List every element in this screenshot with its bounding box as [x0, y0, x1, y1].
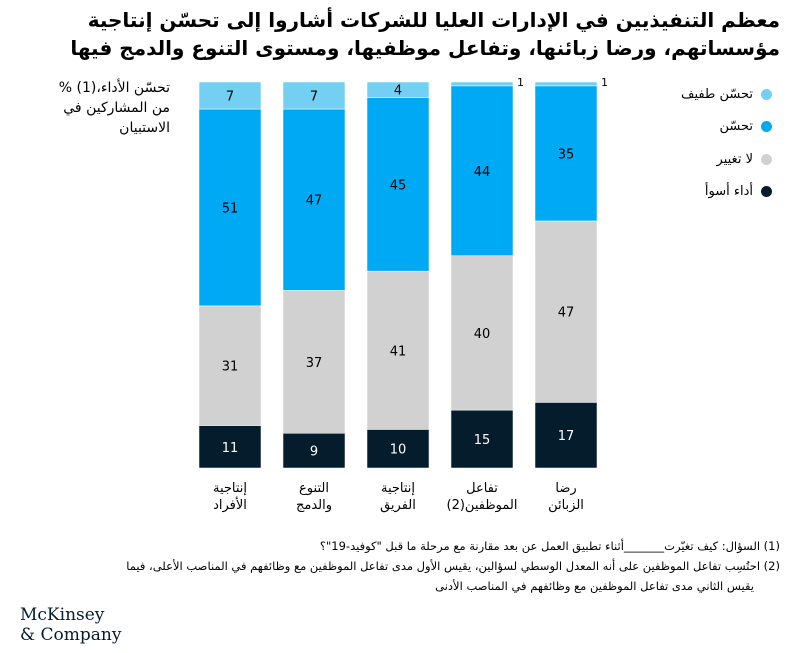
legend-item: تحسّن [681, 111, 772, 144]
bar-segment [366, 429, 430, 469]
data-label: 15 [474, 433, 491, 448]
x-tick-label: الزبائن [548, 498, 584, 513]
data-label: 4 [394, 84, 402, 99]
bar-segment [198, 81, 262, 110]
footnotes: (1) السؤال: كيف تغيّرت_______أثناء تطبيق… [10, 536, 780, 596]
footnote-2: (2) احتُسِب تفاعل الموظفين على أنه المعد… [126, 559, 780, 573]
data-label: 44 [474, 165, 491, 180]
x-tick-label: الموظفين(2) [447, 498, 518, 513]
data-label: 17 [558, 429, 575, 444]
bar-segment [534, 85, 598, 222]
footnote-1: (1) السؤال: كيف تغيّرت_______أثناء تطبيق… [319, 539, 780, 553]
legend-item: لا تغيير [681, 143, 772, 176]
x-tick-label: إنتاجية [381, 481, 415, 496]
data-label: 51 [222, 201, 239, 216]
data-label: 1 [601, 76, 608, 89]
stacked-bar-chart: 1131517إنتاجيةالأفراد937477التنوعوالدمج1… [198, 76, 608, 513]
legend-label: أداء أسوأ [704, 184, 753, 200]
data-label: 47 [306, 194, 323, 209]
x-tick-label: إنتاجية [213, 481, 247, 496]
y-axis-label: تحسّن الأداء،(1) % من المشاركين في الاست… [20, 78, 170, 138]
logo-line: McKinsey [20, 605, 105, 625]
chart-title: معظم التنفيذيين في الإدارات العليا للشرك… [70, 8, 780, 60]
footnote-2-cont: يقيس الثاني مدى تفاعل الموظفين مع وظائفه… [435, 579, 754, 593]
x-tick-label: الفريق [380, 498, 416, 513]
x-tick-label: الأفراد [213, 496, 247, 513]
legend: تحسّن طفيف تحسّن لا تغيير أداء أسوأ [681, 78, 772, 208]
data-label: 45 [390, 178, 407, 193]
x-tick-label: التنوع [299, 481, 329, 496]
legend-label: تحسّن [719, 119, 753, 135]
data-label: 31 [222, 360, 239, 375]
data-label: 7 [310, 90, 318, 105]
data-label: 35 [558, 147, 575, 162]
bar-segment [366, 97, 430, 272]
legend-swatch [761, 121, 772, 133]
bar-segment [366, 81, 430, 98]
y-label-line: من المشاركين في [63, 100, 170, 116]
bar-segment [534, 402, 598, 469]
bar-segment [282, 290, 346, 434]
data-label: 9 [310, 445, 318, 460]
bar-segment [450, 81, 514, 87]
logo-line: & Company [20, 625, 122, 645]
x-tick-label: رضا [555, 481, 576, 496]
legend-item: أداء أسوأ [681, 176, 772, 209]
bar-segment [366, 270, 430, 430]
data-label: 7 [226, 90, 234, 105]
legend-swatch [761, 153, 772, 165]
x-tick-label: تفاعل [466, 481, 498, 496]
data-label: 10 [390, 443, 407, 458]
legend-item: تحسّن طفيف [681, 78, 772, 111]
bar-segment [198, 425, 262, 469]
bar-segment [282, 81, 346, 110]
data-label: 11 [222, 441, 239, 456]
bar-segment [450, 409, 514, 469]
data-label: 40 [474, 327, 491, 342]
y-label-line: تحسّن الأداء،(1) % [58, 80, 170, 96]
bar-segment [534, 220, 598, 403]
data-label: 1 [517, 76, 524, 89]
data-label: 47 [558, 306, 575, 321]
bar-segment [450, 255, 514, 411]
bar-segment [534, 81, 598, 87]
bar-segment [450, 85, 514, 256]
data-label: 37 [306, 356, 323, 371]
legend-swatch [761, 186, 772, 198]
legend-swatch [761, 88, 772, 100]
bar-segment [282, 433, 346, 469]
bar-segment [282, 108, 346, 291]
legend-label: تحسّن طفيف [681, 86, 753, 102]
x-tick-label: والدمج [296, 498, 332, 513]
y-label-line: الاستبيان [119, 120, 170, 136]
mckinsey-logo: McKinsey & Company [20, 605, 121, 645]
legend-label: لا تغيير [716, 151, 753, 167]
data-label: 41 [390, 344, 407, 359]
